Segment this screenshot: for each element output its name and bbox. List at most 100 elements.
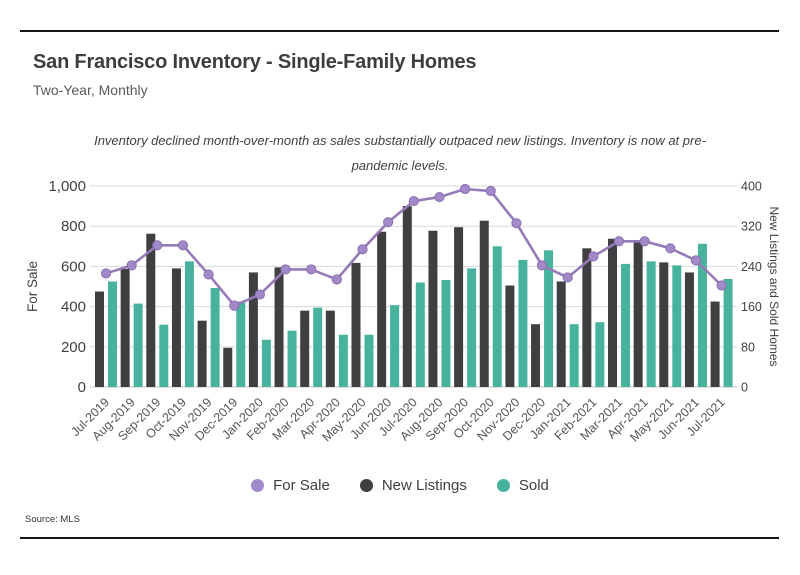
right-axis-tick: 160: [741, 300, 762, 314]
sold-bar: [621, 263, 630, 387]
new-listings-bar: [351, 262, 361, 387]
new-listings-bar: [659, 262, 669, 387]
for-sale-point: [690, 255, 702, 266]
new-listings-bar: [171, 268, 181, 387]
legend-label: For Sale: [273, 477, 330, 494]
for-sale-point: [511, 218, 522, 229]
new-listings-swatch-icon: [359, 479, 373, 492]
bottom-divider: [20, 537, 779, 539]
sold-bar: [338, 334, 348, 387]
for-sale-point: [562, 272, 573, 283]
for-sale-point: [203, 269, 214, 280]
sold-bar: [390, 305, 400, 387]
for-sale-point: [100, 268, 112, 279]
for-sale-point: [665, 243, 676, 254]
right-axis-tick: 400: [741, 180, 762, 194]
sold-bar: [287, 330, 297, 387]
right-axis-tick: 80: [741, 340, 755, 354]
for-sale-point: [460, 183, 471, 195]
new-listings-bar: [146, 233, 156, 387]
right-axis-tick: 240: [741, 260, 762, 274]
left-axis-tick: 400: [61, 299, 86, 316]
left-axis-tick: 200: [61, 339, 86, 356]
for-sale-point: [152, 240, 163, 251]
for-sale-point: [536, 260, 548, 271]
sold-bar: [569, 324, 579, 387]
new-listings-bar: [300, 310, 310, 387]
sold-bar: [441, 279, 451, 387]
new-listings-bar: [608, 238, 617, 387]
legend-item-sold: Sold: [496, 477, 549, 494]
page-subtitle: Two-Year, Monthly: [33, 82, 148, 98]
for-sale-point: [331, 274, 342, 285]
for-sale-point: [280, 264, 291, 275]
sold-bar: [518, 259, 528, 387]
new-listings-bar: [531, 324, 541, 387]
new-listings-bar: [95, 291, 104, 387]
top-divider: [20, 30, 779, 32]
page-title: San Francisco Inventory - Single-Family …: [33, 51, 477, 73]
sold-bar: [415, 282, 425, 387]
for-sale-point: [613, 236, 625, 247]
new-listings-bar: [454, 227, 464, 387]
new-listings-bar: [377, 231, 387, 387]
new-listings-bar: [428, 230, 438, 387]
for-sale-point: [588, 251, 599, 262]
new-listings-bar: [274, 267, 284, 387]
new-listings-bar: [582, 248, 592, 387]
new-listings-bar: [402, 206, 412, 387]
for-sale-point: [408, 195, 419, 207]
source-credit: Source: MLS: [25, 514, 80, 525]
legend-item-new-listings: New Listings: [359, 477, 467, 494]
for-sale-point: [177, 240, 189, 251]
sold-bar: [133, 303, 143, 387]
sold-bar: [544, 250, 554, 387]
inventory-combo-chart: 0 0 200 80 400 160 600 240 800 320 1,000 400 For Sal…: [25, 178, 781, 444]
for-sale-point: [126, 260, 137, 271]
new-listings-bar: [120, 268, 130, 387]
for-sale-point: [434, 191, 445, 203]
left-axis-tick: 800: [61, 218, 86, 235]
sold-bar: [697, 243, 707, 387]
chart-annotation: Inventory declined month-over-month as s…: [94, 133, 706, 173]
new-listings-bar: [556, 281, 566, 387]
sold-bar: [159, 324, 169, 387]
for-sale-swatch-icon: [251, 479, 265, 492]
sold-swatch-icon: [496, 479, 510, 492]
legend-item-for-sale: For Sale: [251, 477, 330, 494]
sold-bar: [313, 307, 323, 387]
for-sale-point: [229, 300, 240, 311]
for-sale-point: [639, 236, 650, 247]
sold-bar: [236, 301, 246, 387]
legend-label: New Listings: [381, 477, 467, 494]
left-axis-tick: 1,000: [48, 178, 86, 195]
new-listings-bar: [325, 310, 335, 387]
sold-bar: [595, 322, 605, 387]
sold-bar: [210, 288, 220, 387]
left-axis-title: For Sale: [25, 261, 40, 312]
new-listings-bar: [197, 320, 207, 387]
legend-label: Sold: [518, 477, 549, 494]
sold-bar: [184, 261, 194, 387]
left-axis-tick: 600: [61, 258, 86, 275]
right-axis-title: New Listings and Sold Homes: [767, 206, 781, 366]
new-listings-bar: [633, 241, 643, 387]
for-sale-point: [306, 264, 317, 275]
new-listings-bar: [684, 272, 694, 387]
new-listings-bar: [479, 220, 489, 387]
new-listings-bar: [248, 272, 258, 387]
sold-bar: [492, 246, 502, 387]
sold-bar: [108, 281, 117, 387]
sold-bar: [646, 261, 656, 387]
right-axis-tick: 0: [741, 381, 748, 395]
for-sale-point: [716, 280, 727, 291]
sold-bar: [364, 334, 374, 387]
new-listings-bar: [505, 285, 515, 387]
left-axis-tick: 0: [78, 379, 86, 396]
sold-bar: [261, 339, 271, 387]
for-sale-point: [485, 185, 496, 197]
sold-bar: [672, 265, 682, 387]
for-sale-point: [383, 217, 394, 228]
right-axis-tick: 320: [741, 220, 762, 234]
